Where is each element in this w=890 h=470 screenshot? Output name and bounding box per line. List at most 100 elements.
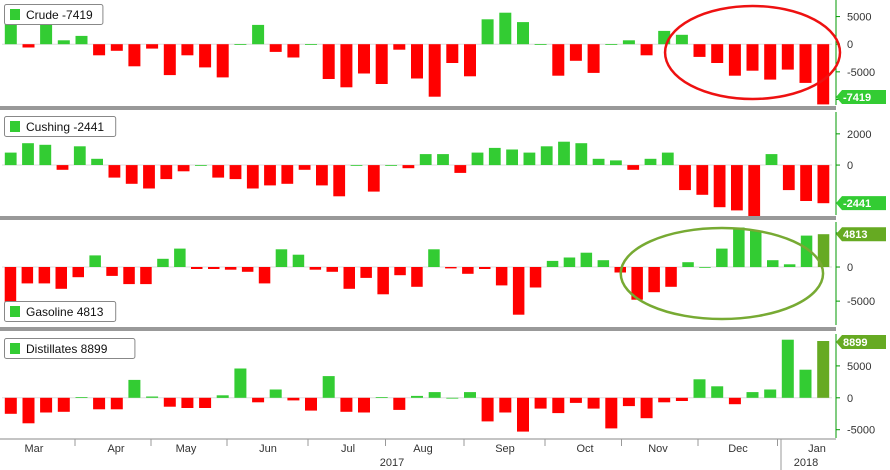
bar xyxy=(191,267,203,269)
bar xyxy=(298,165,311,170)
bar xyxy=(216,44,229,78)
legend: Crude -7419 xyxy=(4,4,104,25)
highlight-circle xyxy=(663,4,842,101)
bar xyxy=(177,165,190,172)
legend-box xyxy=(4,301,117,322)
bar xyxy=(93,44,106,56)
bar xyxy=(471,152,484,166)
bar xyxy=(4,397,17,414)
bar xyxy=(764,389,777,398)
y-tick-label: 2000 xyxy=(847,129,871,141)
bar xyxy=(402,165,415,169)
bar xyxy=(106,267,118,276)
y-tick-label: 5000 xyxy=(847,12,871,24)
bar xyxy=(529,267,542,288)
bar xyxy=(22,143,34,165)
bar xyxy=(764,44,777,80)
bar xyxy=(481,19,494,45)
bar xyxy=(558,141,570,166)
bar xyxy=(546,260,559,267)
bar xyxy=(393,397,406,410)
bar xyxy=(181,397,194,408)
bar xyxy=(55,267,67,289)
bar xyxy=(39,144,52,166)
bar xyxy=(665,267,677,287)
bar xyxy=(499,12,512,45)
bar xyxy=(610,160,622,166)
x-tick-label: Jul xyxy=(341,443,355,455)
x-tick-label: Mar xyxy=(25,443,44,455)
bar xyxy=(75,35,88,45)
bar xyxy=(333,165,346,197)
bar xyxy=(711,44,724,63)
legend-swatch xyxy=(10,121,20,132)
bar xyxy=(765,154,778,165)
bar xyxy=(269,44,282,52)
bar xyxy=(552,397,565,414)
bar xyxy=(110,44,123,51)
bar xyxy=(75,397,88,398)
bar xyxy=(640,44,653,56)
bar xyxy=(394,267,406,276)
x-tick-label: Dec xyxy=(728,443,748,455)
legend-swatch xyxy=(10,306,20,317)
last-value-label: 8899 xyxy=(843,337,867,349)
x-tick-label: Apr xyxy=(107,443,124,455)
bar xyxy=(140,267,152,285)
bar xyxy=(252,397,265,403)
bar xyxy=(605,397,618,429)
bar xyxy=(305,397,317,411)
legend: Distillates 8899 xyxy=(4,338,136,359)
bar xyxy=(216,395,229,398)
bar xyxy=(512,267,525,315)
bar xyxy=(817,341,830,398)
bar xyxy=(767,260,779,267)
bar xyxy=(38,267,51,284)
bar xyxy=(445,267,457,269)
bar xyxy=(733,227,745,268)
y-tick-label: 0 xyxy=(847,160,853,172)
x-tick-label: Jan xyxy=(808,443,826,455)
x-axis: Mar Apr May Jun Jul Aug Sep Oct Nov Dec Jan 2017 201… xyxy=(0,438,836,470)
last-value-label: -2441 xyxy=(843,198,871,210)
bar xyxy=(377,267,389,295)
x-tick-label: Oct xyxy=(576,443,593,455)
bar xyxy=(517,22,529,45)
bar xyxy=(782,165,795,191)
bar xyxy=(234,44,247,45)
bar xyxy=(72,267,84,278)
bar xyxy=(800,165,812,201)
bar xyxy=(627,165,640,170)
x-tick-label: Jun xyxy=(259,443,277,455)
bar xyxy=(358,397,370,413)
bar xyxy=(428,44,441,97)
bar xyxy=(57,397,70,412)
last-value-tag xyxy=(836,196,886,211)
bar xyxy=(696,165,709,195)
bar xyxy=(393,44,406,50)
y-tick-label: 0 xyxy=(847,39,853,51)
bar xyxy=(693,44,706,57)
bar xyxy=(56,165,69,170)
bar xyxy=(292,254,305,267)
legend-box xyxy=(4,4,104,25)
bar xyxy=(128,379,141,398)
bar xyxy=(693,379,706,398)
bar xyxy=(462,267,474,274)
year-label: 2018 xyxy=(794,457,818,469)
legend-swatch xyxy=(10,9,20,20)
legend-swatch xyxy=(10,343,20,354)
legend-label: Cushing -2441 xyxy=(26,120,104,134)
bar xyxy=(592,158,605,165)
panel-cushing: 2000 0 -2441 Cushing -2441 xyxy=(2,112,886,217)
bar xyxy=(264,165,276,186)
bar xyxy=(123,267,135,285)
bar xyxy=(799,369,812,398)
bar xyxy=(540,146,553,165)
bar xyxy=(385,165,397,166)
bar xyxy=(648,267,660,293)
bar xyxy=(163,44,176,76)
